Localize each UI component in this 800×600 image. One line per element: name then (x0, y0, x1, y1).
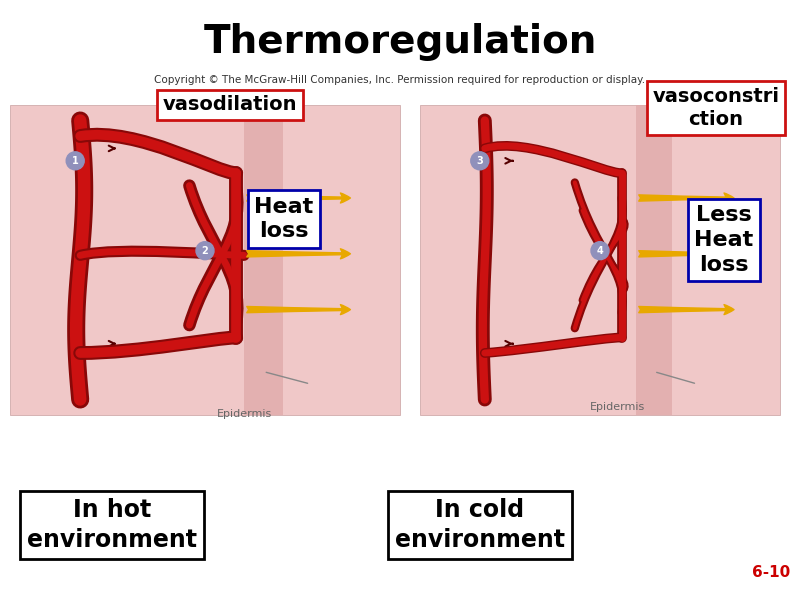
Text: In hot
environment: In hot environment (27, 498, 197, 552)
Text: Less
Heat
loss: Less Heat loss (694, 205, 754, 275)
Circle shape (196, 242, 214, 260)
Text: Epidermis: Epidermis (590, 402, 646, 412)
Circle shape (591, 242, 609, 260)
Bar (636, 105, 672, 415)
Circle shape (470, 152, 489, 170)
Text: vasoconstri
ction: vasoconstri ction (653, 87, 779, 129)
Bar (10, 105, 400, 415)
Bar (244, 105, 283, 415)
Text: 4: 4 (597, 246, 603, 256)
Text: 2: 2 (202, 246, 208, 256)
Text: 1: 1 (72, 156, 78, 166)
Text: Copyright © The McGraw-Hill Companies, Inc. Permission required for reproduction: Copyright © The McGraw-Hill Companies, I… (154, 75, 646, 85)
Circle shape (66, 152, 84, 170)
Bar (420, 105, 780, 415)
Text: Heat
loss: Heat loss (254, 197, 314, 241)
Text: vasodilation: vasodilation (162, 95, 297, 115)
Text: Thermoregulation: Thermoregulation (203, 23, 597, 61)
Text: 3: 3 (477, 156, 483, 166)
Text: In cold
environment: In cold environment (395, 498, 565, 552)
Text: 6-10: 6-10 (752, 565, 790, 580)
Text: Epidermis: Epidermis (216, 409, 272, 419)
